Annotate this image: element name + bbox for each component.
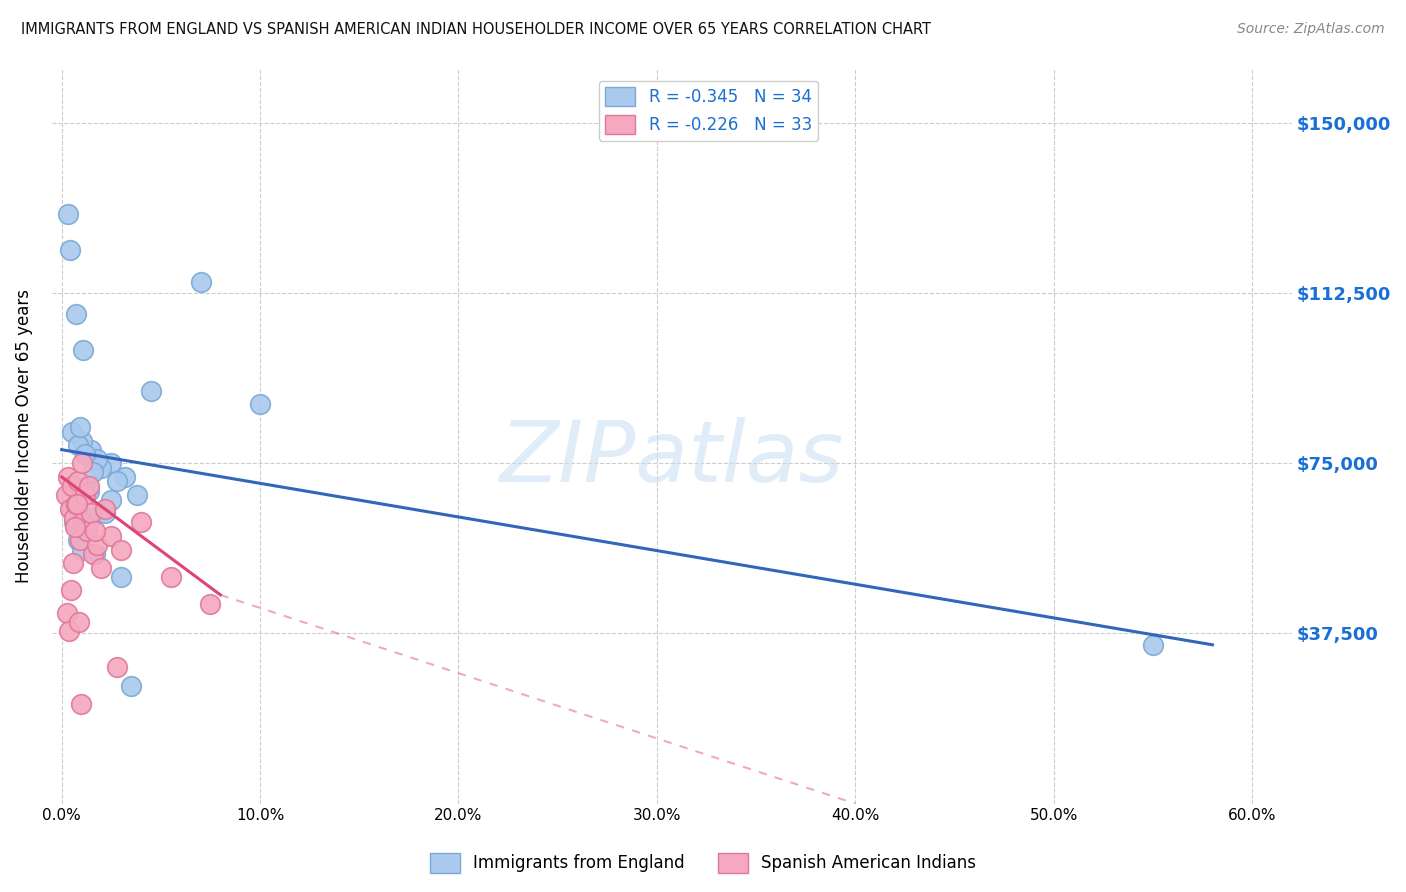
Point: [90, 460, 112, 475]
Y-axis label: Householder Income Over 65 years: Householder Income Over 65 years: [15, 289, 32, 583]
Point: [59, 583, 82, 598]
Point: [79, 483, 101, 498]
Point: [60, 425, 83, 439]
Point: [69, 533, 91, 548]
Point: [110, 542, 132, 557]
Point: [105, 660, 128, 674]
Point: [66, 475, 89, 489]
Point: [70, 542, 93, 557]
Point: [80, 510, 103, 524]
Point: [100, 492, 122, 507]
Point: [60, 501, 83, 516]
Point: [62, 516, 84, 530]
Point: [75, 488, 97, 502]
Point: [69, 697, 91, 711]
Point: [65, 497, 87, 511]
Point: [66, 533, 89, 548]
Point: [76, 524, 98, 539]
Point: [69, 420, 91, 434]
Point: [56, 470, 79, 484]
Point: [70, 434, 93, 448]
Point: [84, 547, 107, 561]
Point: [159, 570, 181, 584]
Point: [66, 438, 89, 452]
Point: [86, 538, 108, 552]
Point: [84, 524, 107, 539]
Point: [82, 547, 104, 561]
Point: [139, 384, 162, 398]
Point: [1142, 638, 1164, 652]
Point: [79, 479, 101, 493]
Point: [59, 243, 82, 257]
Legend: Immigrants from England, Spanish American Indians: Immigrants from England, Spanish America…: [423, 847, 983, 880]
Point: [90, 560, 112, 574]
Point: [80, 506, 103, 520]
Point: [94, 501, 117, 516]
Point: [76, 524, 98, 539]
Text: IMMIGRANTS FROM ENGLAND VS SPANISH AMERICAN INDIAN HOUSEHOLDER INCOME OVER 65 YE: IMMIGRANTS FROM ENGLAND VS SPANISH AMERI…: [21, 22, 931, 37]
Point: [120, 679, 142, 693]
Point: [55, 488, 77, 502]
Point: [80, 442, 103, 457]
Point: [75, 447, 97, 461]
Point: [125, 488, 148, 502]
Point: [110, 570, 132, 584]
Point: [82, 466, 104, 480]
Point: [62, 556, 84, 570]
Legend: R = -0.345   N = 34, R = -0.226   N = 33: R = -0.345 N = 34, R = -0.226 N = 33: [599, 80, 818, 141]
Point: [129, 516, 152, 530]
Point: [100, 529, 122, 543]
Point: [56, 207, 79, 221]
Point: [72, 516, 94, 530]
Point: [249, 397, 271, 411]
Point: [70, 456, 93, 470]
Point: [190, 275, 212, 289]
Point: [114, 470, 136, 484]
Point: [55, 606, 77, 620]
Point: [200, 597, 222, 611]
Point: [65, 497, 87, 511]
Text: ZIPatlas: ZIPatlas: [499, 417, 844, 500]
Point: [60, 479, 83, 493]
Point: [63, 520, 86, 534]
Point: [59, 501, 82, 516]
Point: [67, 615, 90, 629]
Point: [94, 506, 117, 520]
Point: [105, 475, 128, 489]
Point: [86, 451, 108, 466]
Point: [72, 343, 94, 357]
Point: [62, 479, 84, 493]
Point: [62, 510, 84, 524]
Text: Source: ZipAtlas.com: Source: ZipAtlas.com: [1237, 22, 1385, 37]
Point: [100, 456, 122, 470]
Point: [58, 624, 80, 639]
Point: [65, 307, 87, 321]
